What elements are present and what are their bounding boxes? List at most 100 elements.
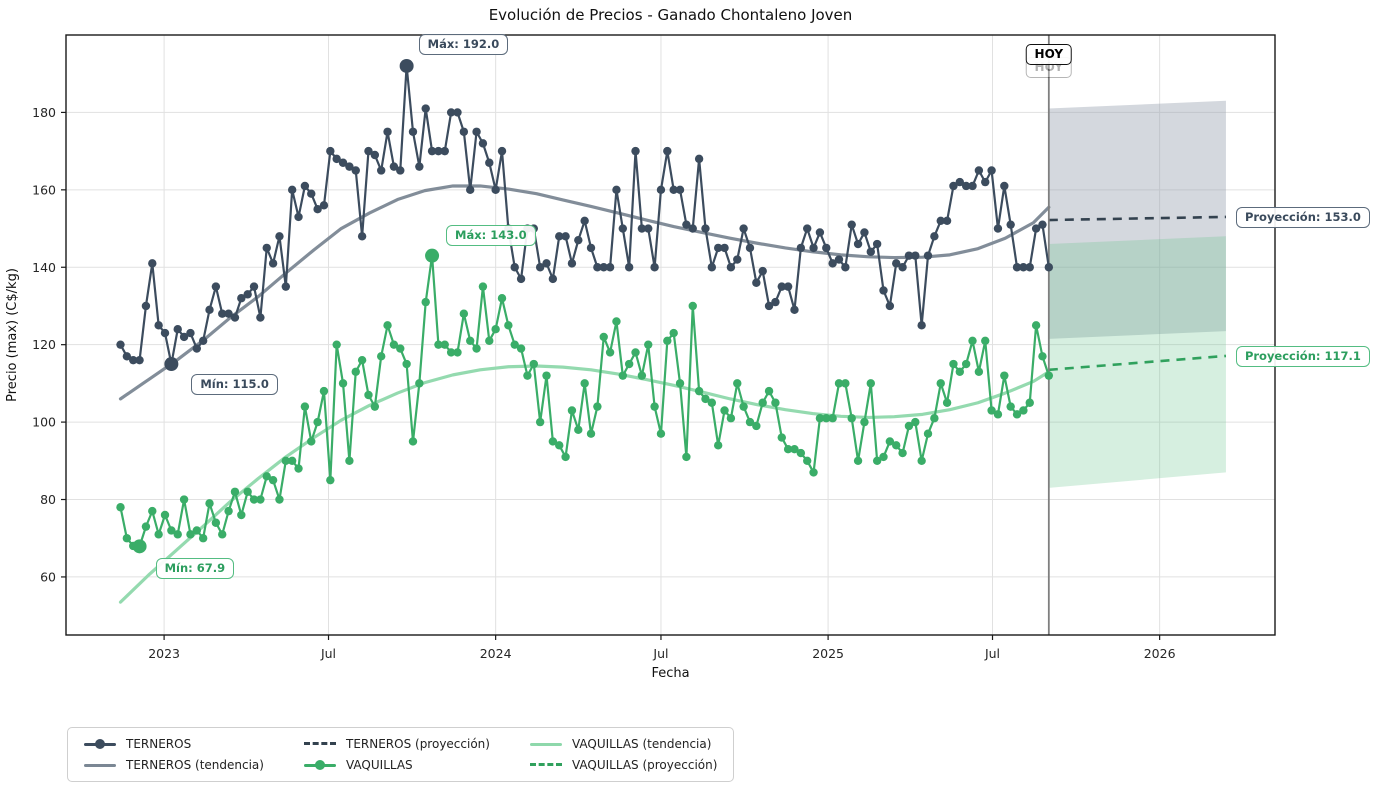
today-label: HOY	[1025, 44, 1073, 65]
vaquillas-data-marker	[141, 522, 151, 531]
terneros-data-marker	[396, 166, 405, 175]
annotation-terneros-min: Mín: 115.0	[191, 374, 278, 396]
vaquillas-data-marker	[281, 456, 291, 466]
terneros-data-marker	[294, 212, 303, 222]
vaquillas-data-marker	[446, 348, 456, 357]
terneros-projection-line	[1048, 215, 1226, 222]
legend-item-terneros[interactable]: TERNEROS	[84, 737, 264, 751]
terneros-data-marker	[993, 224, 1003, 233]
vaquillas-data-marker	[885, 437, 895, 446]
terneros-data-marker	[485, 158, 494, 167]
vaquillas-data-marker	[771, 398, 780, 407]
terneros-data-marker	[828, 259, 837, 268]
vaquillas-data-marker	[898, 448, 907, 458]
vaquillas-data-marker	[396, 344, 405, 353]
terneros-data-marker	[1044, 263, 1054, 272]
terneros-data-marker	[160, 328, 170, 338]
terneros-data-marker	[656, 185, 666, 195]
vaquillas-data-marker	[548, 437, 558, 446]
terneros-data-marker	[230, 313, 240, 322]
legend-item-label: VAQUILLAS	[345, 758, 413, 772]
vaquillas-data-marker	[523, 371, 532, 380]
vaquillas-data-marker	[167, 526, 176, 535]
vaquillas-data-marker	[663, 336, 672, 346]
vaquillas-data-marker	[904, 421, 914, 431]
terneros-data-marker	[357, 232, 367, 241]
terneros-data-marker	[313, 204, 322, 214]
vaquillas-data-marker	[605, 348, 615, 357]
vaquillas-data-marker	[116, 503, 125, 512]
terneros-data-marker	[446, 108, 456, 117]
terneros-data-marker	[427, 146, 437, 156]
line-swatch-icon	[84, 758, 116, 772]
terneros-data-marker	[822, 243, 831, 253]
terneros-data-marker	[148, 259, 157, 268]
terneros-data-marker	[287, 185, 297, 195]
vaquillas-data-marker	[459, 309, 469, 318]
legend-item-label: VAQUILLAS (tendencia)	[571, 737, 712, 751]
terneros-data-marker	[268, 259, 278, 268]
terneros-data-marker	[942, 216, 952, 226]
vaquillas-data-marker	[211, 518, 221, 527]
terneros-data-marker	[510, 263, 519, 272]
terneros-data-marker	[535, 263, 545, 272]
vaquillas-data-marker	[1006, 402, 1015, 411]
terneros-data-marker	[459, 127, 469, 136]
terneros-data-marker	[981, 177, 990, 187]
vaquillas-data-marker	[923, 429, 933, 438]
legend-item-terneros-proyecci-n[interactable]: TERNEROS (proyección)	[303, 737, 490, 751]
terneros-data-marker	[567, 259, 577, 268]
terneros-data-marker	[173, 324, 182, 334]
terneros-trend-line	[118, 184, 1051, 401]
vaquillas-data-marker	[930, 414, 939, 423]
terneros-data-marker	[561, 232, 570, 241]
terneros-data-marker	[478, 139, 488, 148]
vaquillas-data-marker	[186, 530, 195, 539]
legend-item-terneros-tendencia[interactable]: TERNEROS (tendencia)	[84, 758, 264, 772]
terneros-data-marker	[205, 305, 214, 315]
vaquillas-data-marker	[402, 359, 411, 369]
vaquillas-data-marker	[1012, 410, 1022, 419]
annotation-vaquillas-max: Máx: 143.0	[446, 224, 536, 246]
terneros-data-marker	[898, 263, 907, 272]
vaquillas-data-marker	[370, 402, 380, 411]
terneros-data-marker	[961, 181, 971, 191]
terneros-data-marker	[682, 220, 691, 229]
vaquillas-trend-line	[118, 364, 1051, 604]
terneros-data-marker	[307, 189, 316, 198]
terneros-data-marker	[497, 146, 507, 156]
line-swatch-icon	[529, 737, 562, 751]
vaquillas-data-marker	[510, 340, 519, 349]
vaquillas-data-marker	[860, 417, 869, 427]
terneros-data-marker	[237, 294, 246, 303]
terneros-data-marker	[758, 266, 767, 276]
vaquillas-data-marker	[555, 441, 564, 450]
legend-item-vaquillas[interactable]: VAQUILLAS	[303, 758, 490, 772]
vaquillas-data-marker	[872, 456, 882, 466]
y-tick-label: 180	[32, 105, 56, 120]
vaquillas-data-marker	[593, 402, 602, 411]
y-tick-label: 120	[32, 337, 56, 352]
x-tick-label: 2025	[812, 646, 844, 661]
line-marker-swatch-icon	[84, 737, 116, 751]
vaquillas-data-marker	[332, 340, 341, 349]
terneros-data-marker	[389, 162, 399, 171]
vaquillas-data-marker	[841, 379, 850, 388]
legend-item-vaquillas-tendencia[interactable]: VAQUILLAS (tendencia)	[529, 737, 717, 751]
terneros-data-marker	[218, 309, 227, 318]
vaquillas-data-marker	[955, 367, 965, 376]
terneros-data-marker	[116, 340, 125, 349]
vaquillas-data-marker	[1019, 406, 1028, 415]
vaquillas-data-marker	[491, 324, 500, 334]
legend-item-vaquillas-proyecci-n[interactable]: VAQUILLAS (proyección)	[529, 758, 717, 772]
vaquillas-data-marker	[466, 336, 475, 346]
vaquillas-data-marker	[981, 336, 990, 346]
vaquillas-data-marker	[669, 328, 678, 338]
vaquillas-data-marker	[911, 417, 920, 427]
vaquillas-data-marker	[249, 495, 259, 504]
terneros-data-marker	[790, 305, 799, 315]
terneros-data-marker	[1006, 220, 1015, 229]
terneros-data-marker	[262, 243, 271, 253]
vaquillas-data-marker	[345, 456, 354, 466]
vaquillas-data-marker	[790, 444, 799, 454]
